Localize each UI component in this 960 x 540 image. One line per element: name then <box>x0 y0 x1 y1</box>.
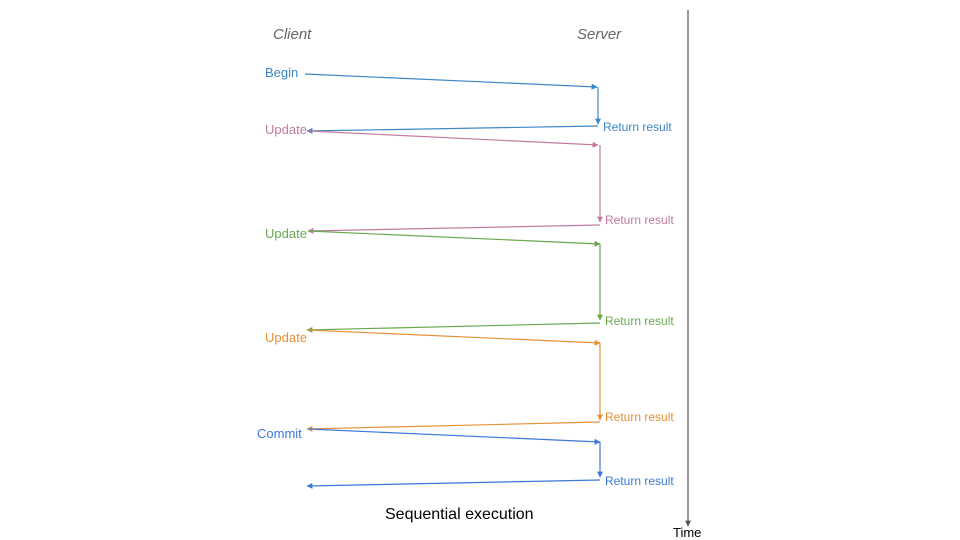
return-result-label: Return result <box>603 120 672 134</box>
step-update3-arrows <box>306 329 603 432</box>
return-result-label: Return result <box>605 474 674 488</box>
time-axis-label: Time <box>673 525 702 540</box>
request-arrow <box>307 428 601 445</box>
response-arrow <box>306 322 601 333</box>
return-result-label: Return result <box>605 213 674 227</box>
client-header: Client <box>273 26 312 43</box>
update-label: Update <box>265 122 307 137</box>
request-arrow <box>307 329 601 346</box>
response-arrow <box>306 479 601 489</box>
response-arrow <box>306 125 599 134</box>
response-arrow <box>306 421 601 432</box>
server-header: Server <box>577 26 622 43</box>
request-arrow <box>307 230 601 247</box>
update-label: Update <box>265 226 307 241</box>
request-arrow <box>307 130 599 148</box>
return-result-label: Return result <box>605 410 674 424</box>
step-update1-arrows <box>307 130 603 234</box>
response-arrow <box>307 224 601 234</box>
commit-label: Commit <box>257 426 302 441</box>
caption: Sequential execution <box>385 506 534 523</box>
step-update2-arrows <box>306 230 603 333</box>
return-result-label: Return result <box>605 314 674 328</box>
update-label: Update <box>265 330 307 345</box>
request-arrow <box>304 73 598 90</box>
step-begin-arrows <box>304 73 601 134</box>
step-commit-arrows <box>306 428 603 489</box>
begin-label: Begin <box>265 65 299 80</box>
